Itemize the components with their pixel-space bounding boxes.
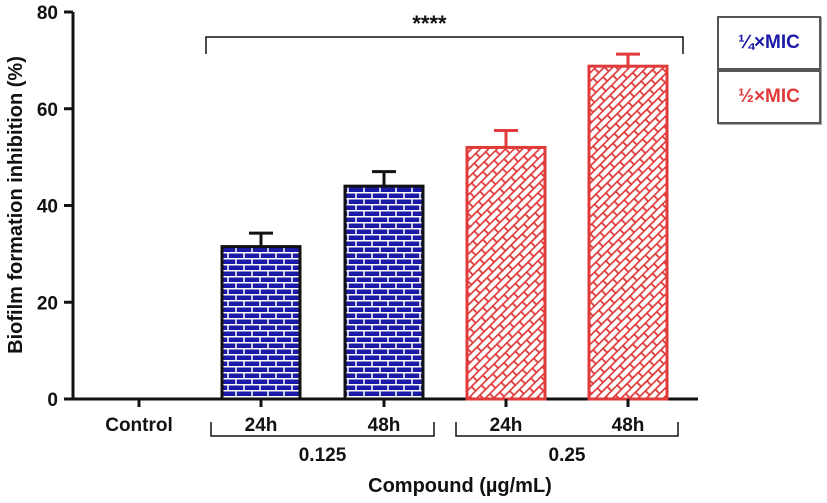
error-bar — [494, 129, 518, 148]
legend-item-half-mic: ½×MIC — [717, 70, 821, 124]
group-label: 0.25 — [549, 445, 586, 466]
error-bar — [249, 231, 273, 247]
x-tick-label: 24h — [490, 415, 523, 436]
bar — [587, 64, 669, 401]
x-tick-label: 48h — [368, 415, 401, 436]
y-tick-label: 40 — [37, 197, 58, 218]
legend-item-quarter-mic: ¼×MIC — [717, 16, 821, 70]
bar — [343, 184, 425, 401]
y-tick-label: 0 — [47, 390, 58, 411]
x-axis-title: Compound (µg/mL) — [368, 475, 552, 497]
error-bar — [372, 170, 396, 187]
legend-label-quarter-mic: ¼×MIC — [738, 32, 800, 53]
x-tick-label: 48h — [612, 415, 645, 436]
bar — [465, 145, 547, 401]
significance-label: **** — [412, 11, 447, 36]
y-tick-label: 60 — [37, 100, 58, 121]
x-tick-label: 24h — [245, 415, 278, 436]
legend-label-half-mic: ½×MIC — [738, 86, 800, 107]
group-label: 0.125 — [299, 445, 347, 466]
error-bar — [616, 52, 640, 67]
significance-bracket — [205, 36, 684, 54]
group-bracket — [455, 422, 679, 437]
y-tick-label: 20 — [37, 293, 58, 314]
y-axis-title: Biofilm formation inhibition (%) — [5, 56, 27, 354]
y-tick-label: 80 — [37, 3, 58, 24]
group-bracket — [210, 422, 435, 437]
bar — [220, 245, 302, 401]
x-tick-label: Control — [105, 415, 173, 436]
